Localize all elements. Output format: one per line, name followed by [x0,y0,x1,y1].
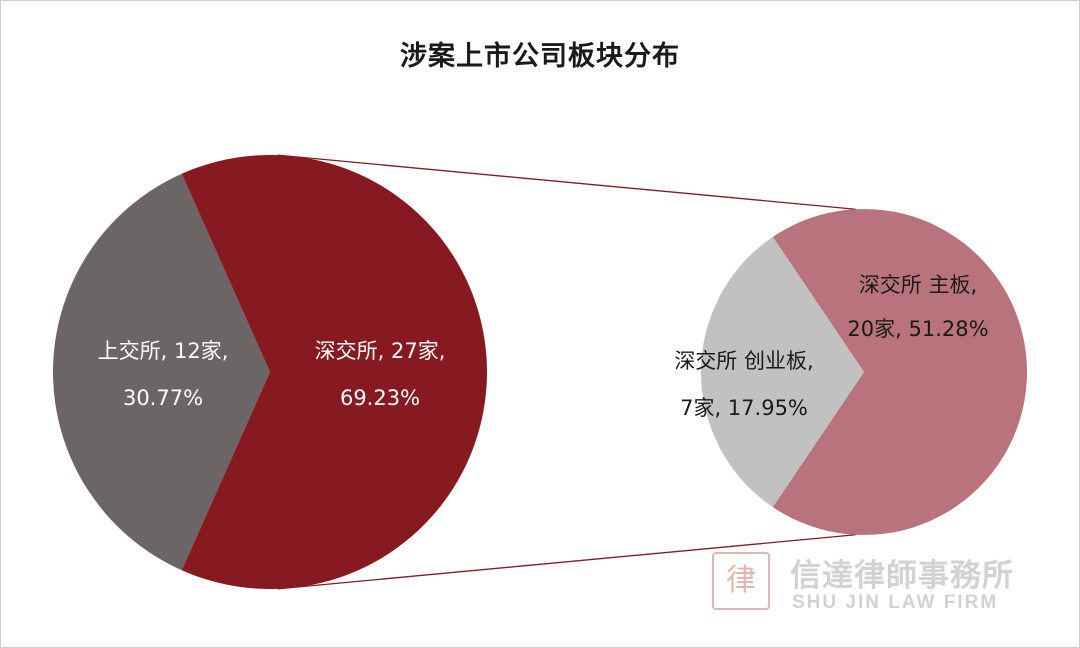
data-label-chinext-line2: 7家, 17.95% [680,396,808,420]
data-label-shenzhen-line2: 69.23% [340,386,420,410]
data-label-main-board-line1: 深交所 主板, [859,273,977,297]
data-label-shanghai: 上交所, 12家, 30.77% [98,339,229,410]
firm-seal-logo: 律 [712,552,770,610]
connector-line-top [277,154,856,210]
data-label-shenzhen-line1: 深交所, 27家, [315,339,446,363]
data-label-main-board: 深交所 主板, 20家, 51.28% [847,273,988,341]
firm-watermark: 律 信達律師事務所 SHU JIN LAW FIRM [712,550,1052,620]
pie-slice-shenzhen [181,154,488,589]
sec-slice-main-board [772,208,1028,535]
pie-slice-shanghai [53,173,270,571]
sec-slice-chinext [701,236,864,508]
firm-name-cn: 信達律師事務所 [790,558,1014,594]
data-label-main-board-line2: 20家, 51.28% [847,317,988,341]
data-label-shanghai-line1: 上交所, 12家, [98,339,229,363]
data-label-shenzhen: 深交所, 27家, 69.23% [315,339,446,410]
data-label-chinext: 深交所 创业板, 7家, 17.95% [674,349,813,420]
chart-title: 涉案上市公司板块分布 [400,41,680,72]
data-label-shanghai-line2: 30.77% [123,386,203,410]
connector-line-bottom [277,534,856,590]
data-label-chinext-line1: 深交所 创业板, [674,349,813,373]
firm-name-en: SHU JIN LAW FIRM [792,592,999,613]
